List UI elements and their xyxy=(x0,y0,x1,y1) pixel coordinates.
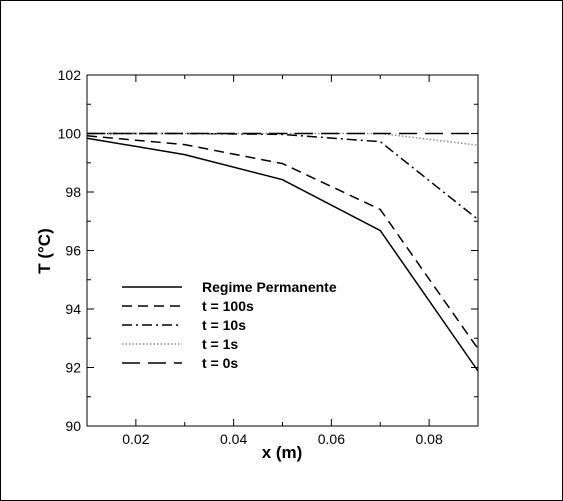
x-tick-label: 0.04 xyxy=(220,431,247,447)
y-tick-label: 96 xyxy=(65,243,81,259)
legend-label: t = 0s xyxy=(202,355,238,371)
y-axis-title: T (°C) xyxy=(35,228,54,274)
y-tick-label: 90 xyxy=(65,418,81,434)
legend-label: t = 100s xyxy=(202,298,254,314)
legend-label: Regime Permanente xyxy=(202,279,337,295)
legend-label: t = 1s xyxy=(202,336,238,352)
y-tick-label: 94 xyxy=(65,301,81,317)
x-tick-label: 0.06 xyxy=(318,431,345,447)
legend-label: t = 10s xyxy=(202,317,246,333)
y-tick-label: 92 xyxy=(65,360,81,376)
y-tick-label: 98 xyxy=(65,184,81,200)
x-tick-label: 0.02 xyxy=(122,431,149,447)
y-tick-label: 102 xyxy=(58,67,82,83)
y-tick-label: 100 xyxy=(58,126,82,142)
x-axis-title: x (m) xyxy=(262,443,303,462)
x-tick-label: 0.08 xyxy=(416,431,443,447)
plot-area xyxy=(87,75,478,426)
